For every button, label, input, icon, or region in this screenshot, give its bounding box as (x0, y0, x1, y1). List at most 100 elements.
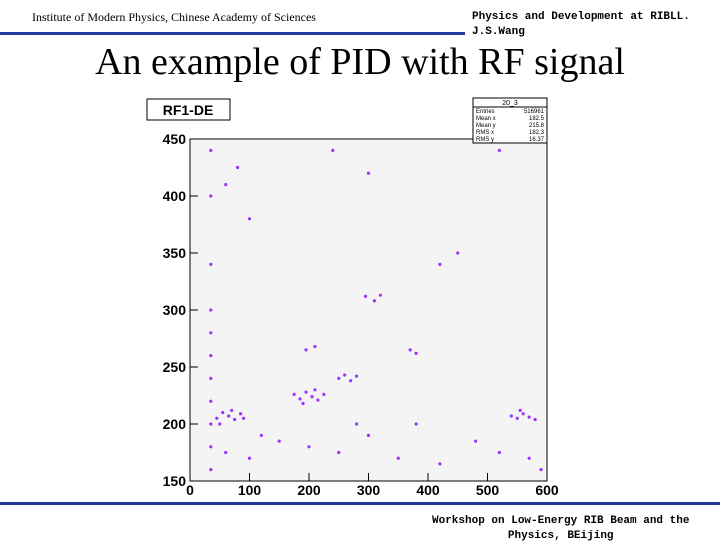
point (313, 344, 317, 349)
y-tick-label: 200 (163, 416, 187, 432)
point (298, 397, 302, 401)
header-right: Physics and Development at RIBLL. J.S.Wa… (472, 10, 690, 40)
y-tick-label: 250 (163, 359, 187, 375)
point (322, 392, 326, 396)
point (438, 262, 442, 266)
stats-value: 516961 (524, 109, 545, 115)
point (349, 379, 353, 383)
point (307, 445, 311, 449)
stats-box (472, 97, 548, 144)
point (215, 416, 219, 420)
point (533, 417, 537, 422)
point (518, 408, 522, 412)
header-line: Physics and Development at RIBLL. (472, 11, 690, 23)
point (497, 450, 501, 455)
y-tick-label: 350 (163, 245, 187, 261)
y-tick-label: 400 (163, 188, 187, 204)
point (247, 456, 252, 460)
point (527, 415, 531, 419)
point (218, 422, 222, 426)
point (316, 398, 320, 402)
x-tick-label: 100 (238, 482, 262, 498)
point (301, 401, 305, 406)
stats-name: 20_3 (502, 100, 518, 107)
point (414, 422, 418, 426)
y-tick-label: 450 (163, 131, 187, 147)
point (414, 351, 418, 355)
point (304, 348, 308, 352)
point (224, 183, 228, 187)
point (238, 412, 243, 416)
point (247, 217, 252, 221)
histogram-title-box (146, 98, 231, 121)
point (209, 468, 213, 472)
point (236, 165, 240, 170)
point (539, 468, 543, 472)
histogram-title: RF1-DE (163, 102, 214, 118)
y-tick-label: 150 (163, 473, 187, 489)
x-tick-label: 500 (476, 482, 500, 498)
stats-value: 182.5 (529, 116, 545, 122)
point (209, 399, 213, 403)
point (292, 392, 296, 396)
x-tick-label: 300 (357, 482, 381, 498)
point (241, 416, 246, 420)
point (372, 299, 377, 303)
stats-value: 16.37 (529, 137, 545, 143)
point (355, 374, 359, 378)
point (209, 354, 213, 358)
point (233, 417, 237, 422)
point (497, 148, 501, 152)
stats-label: Mean y (476, 123, 496, 129)
point (527, 456, 531, 460)
point (474, 439, 478, 443)
point (456, 251, 460, 255)
footer-line: Workshop on Low-Energy RIB Beam and the (432, 515, 690, 527)
x-tick-label: 600 (535, 482, 559, 498)
point (209, 376, 213, 380)
plot-frame (189, 138, 548, 482)
point (363, 294, 368, 298)
point (209, 422, 213, 426)
point (209, 308, 213, 312)
header-line: J.S.Wang (472, 26, 525, 38)
footer-rule (0, 502, 720, 505)
point (355, 422, 359, 426)
point (277, 439, 281, 443)
header-rule (0, 32, 465, 35)
point (396, 456, 400, 460)
point (521, 412, 525, 416)
point (209, 445, 213, 449)
point (515, 416, 519, 420)
x-tick-label: 200 (297, 482, 321, 498)
point (408, 348, 412, 352)
point (438, 462, 442, 466)
point (209, 148, 213, 152)
x-tick-label: 400 (416, 482, 440, 498)
point (227, 414, 231, 418)
footer-line: Physics, BEijing (507, 530, 614, 542)
stats-label: Mean x (476, 116, 496, 122)
point (224, 450, 228, 455)
point (366, 433, 371, 437)
point (221, 411, 225, 415)
stats-value: 182.3 (529, 130, 545, 136)
stats-label: RMS x (476, 130, 494, 136)
point (509, 414, 513, 418)
stats-label: RMS y (476, 137, 494, 143)
footer: Workshop on Low-Energy RIB Beam and the … (432, 514, 689, 544)
point (343, 373, 347, 377)
point (209, 194, 213, 198)
point (259, 433, 263, 437)
point (331, 148, 335, 152)
point (366, 171, 371, 175)
point (310, 395, 314, 399)
stats-label: Entries (476, 109, 495, 115)
stats-value: 215.8 (529, 123, 545, 129)
institute: Institute of Modern Physics, Chinese Aca… (32, 10, 316, 24)
point (304, 390, 308, 394)
x-tick-label: 0 (186, 482, 194, 498)
y-tick-label: 300 (163, 302, 187, 318)
